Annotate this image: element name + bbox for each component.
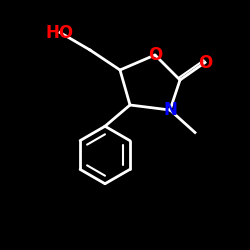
Text: N: N	[163, 101, 177, 119]
Text: O: O	[198, 54, 212, 72]
Text: HO: HO	[46, 24, 74, 42]
Text: O: O	[148, 46, 162, 64]
